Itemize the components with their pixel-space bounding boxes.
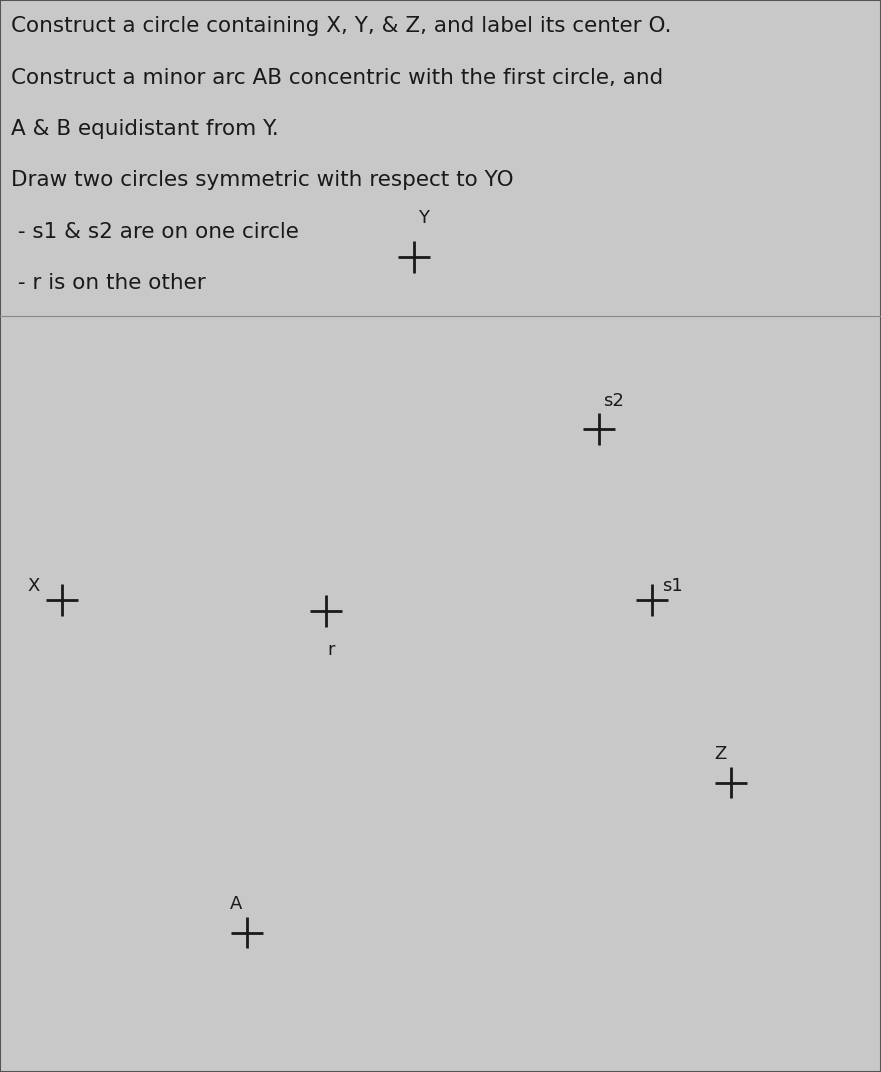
Text: s2: s2 <box>603 391 625 410</box>
Text: A & B equidistant from Y.: A & B equidistant from Y. <box>11 119 278 139</box>
Text: s1: s1 <box>663 577 684 595</box>
Text: - r is on the other: - r is on the other <box>11 273 205 294</box>
Text: X: X <box>27 577 40 595</box>
Text: r: r <box>328 641 336 659</box>
Text: Construct a circle containing X, Y, & Z, and label its center O.: Construct a circle containing X, Y, & Z,… <box>11 16 671 36</box>
Text: Z: Z <box>714 745 727 763</box>
Text: Draw two circles symmetric with respect to YO: Draw two circles symmetric with respect … <box>11 170 514 191</box>
Text: Y: Y <box>418 209 429 227</box>
Text: A: A <box>230 895 242 913</box>
Text: - s1 & s2 are on one circle: - s1 & s2 are on one circle <box>11 222 299 242</box>
Text: Construct a minor arc AB concentric with the first circle, and: Construct a minor arc AB concentric with… <box>11 68 663 88</box>
